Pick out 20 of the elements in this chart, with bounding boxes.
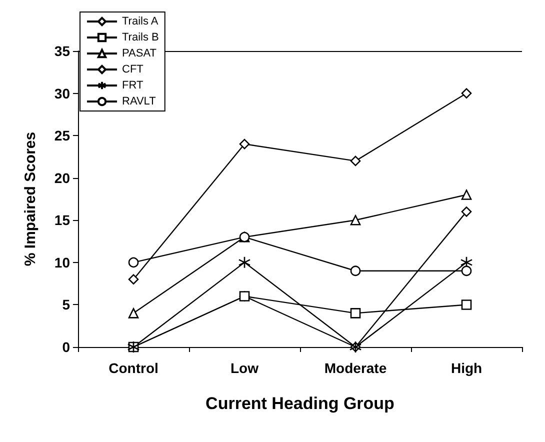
y-tick-label: 35: [54, 43, 70, 59]
y-tick-label: 0: [62, 339, 70, 355]
y-tick-label: 5: [62, 296, 70, 313]
y-tick-label: 10: [54, 254, 70, 270]
x-tick-label: Moderate: [324, 360, 387, 376]
legend-label: CFT: [122, 64, 144, 76]
y-tick-label: 20: [54, 170, 70, 186]
legend-label: FRT: [122, 80, 144, 92]
x-tick-label: Control: [108, 360, 158, 376]
y-tick-label: 15: [54, 212, 70, 228]
legend-label: Trails A: [122, 16, 159, 28]
x-tick-label: Low: [230, 360, 259, 376]
legend-label: RAVLT: [122, 96, 156, 108]
x-axis-title: Current Heading Group: [206, 394, 394, 413]
y-tick-label: 30: [54, 85, 70, 102]
y-axis-title: % Impaired Scores: [22, 132, 39, 266]
legend-label: PASAT: [122, 48, 157, 60]
x-tick-label: High: [450, 360, 482, 376]
y-tick-label: 25: [54, 128, 70, 144]
legend-label: Trails B: [122, 32, 159, 44]
